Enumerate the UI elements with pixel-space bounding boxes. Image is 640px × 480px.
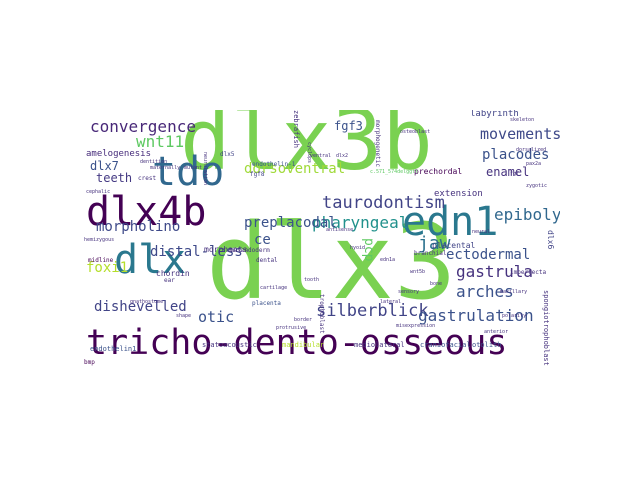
cloud-word: morpholino [96, 219, 181, 235]
cloud-word: preplacodal [244, 215, 337, 231]
cloud-word: maternally [150, 165, 181, 171]
cloud-word: fgf [510, 171, 520, 177]
cloud-word: arches [456, 282, 514, 301]
cloud-word: osteoblast [400, 129, 431, 135]
cloud-word: anterior [484, 329, 509, 335]
cloud-word: midline [88, 257, 114, 264]
cloud-word: protrusive [276, 325, 307, 331]
cloud-word: mandibular [282, 341, 325, 349]
cloud-word: enamel [486, 165, 530, 179]
cloud-word: endothelin-1 [252, 161, 296, 168]
cloud-word: gastrulation [418, 306, 534, 325]
cloud-word: cyclops [306, 142, 312, 164]
cloud-word: hemizygous [84, 237, 115, 243]
cloud-word: teeth [96, 171, 133, 185]
cloud-word: placenta [252, 300, 281, 307]
cloud-word: imperfecta [510, 269, 547, 276]
cloud-word: pcp [361, 238, 376, 262]
cloud-word: mediolateral [354, 341, 405, 349]
cloud-word: misexpression [396, 323, 436, 329]
cloud-word: wnt5b [410, 269, 426, 275]
cloud-word: endothelin1 [90, 345, 137, 353]
cloud-word: dlx6 [546, 230, 555, 250]
cloud-word: neurulation [202, 152, 208, 186]
cloud-word: dlx5 [220, 151, 235, 158]
cloud-word: polarity [502, 313, 527, 319]
cloud-word: c.571_574delggtt [370, 169, 419, 175]
cloud-word: ear [164, 277, 175, 284]
cloud-word: zygotic [526, 183, 548, 189]
cloud-word: distal-less [150, 244, 243, 260]
cloud-word: convergence [90, 117, 196, 136]
cloud-word: amelogenesis [86, 149, 152, 159]
cloud-word: dlx [114, 237, 187, 283]
cloud-word: pharyngeal [312, 213, 409, 232]
cloud-word: fgf8 [250, 171, 265, 178]
cloud-word: taurodontism [322, 193, 445, 213]
cloud-word: statoacoustic [202, 341, 257, 349]
cloud-word: wnt11 [136, 132, 185, 151]
cloud-word: spongiotrophoblast [542, 290, 550, 366]
cloud-word: ectodermal [446, 247, 531, 263]
cloud-word: craniofacial [420, 341, 471, 349]
cloud-word: neural [472, 229, 491, 235]
cloud-word: trophoblast [318, 294, 325, 334]
cloud-word: crest [138, 175, 157, 182]
cloud-word: dental [256, 257, 278, 264]
word-cloud: dlx3 dlx3b tricho-dento-osseous dlx4b edn1 td… [80, 110, 560, 370]
cloud-word: dishevelled [94, 299, 187, 315]
cloud-word: chordin [156, 269, 190, 278]
cloud-word: dorsoventral [244, 161, 346, 177]
cloud-word: gastrula [456, 262, 534, 281]
cloud-word: tooth [304, 277, 320, 283]
cloud-word: pax2a [526, 161, 542, 167]
cloud-word: skeleton [510, 117, 535, 123]
cloud-word: lateral [380, 299, 402, 305]
cloud-word: placodes [482, 147, 550, 163]
cloud-word: antisense [326, 227, 354, 233]
cloud-word: dlx7 [90, 159, 119, 173]
cloud-word: ce [254, 232, 271, 248]
cloud-word: prechordal [414, 167, 463, 176]
cloud-word: edn1a [380, 257, 396, 263]
cloud-word: dlx4b [86, 189, 207, 235]
cloud-word: morphants [204, 245, 248, 254]
cloud-word: morphogenetic [374, 120, 381, 167]
cloud-word: maxillary [500, 289, 528, 295]
cloud-word: cartilage [260, 285, 288, 291]
cloud-word: branchial [414, 250, 447, 257]
cloud-word: dlx3 [206, 201, 457, 323]
cloud-word: dlx3b [180, 110, 433, 189]
cloud-word: hyoid [350, 245, 366, 251]
cloud-word: extension [434, 189, 483, 199]
cloud-word: silberblick [316, 301, 429, 321]
cloud-word: tdo [152, 149, 225, 195]
cloud-word: dorsalized [516, 147, 547, 153]
cloud-word: movements [480, 125, 560, 143]
cloud-word: bmp [84, 359, 95, 366]
cloud-word: border [294, 317, 313, 323]
cloud-word: gnathostome [130, 299, 164, 305]
cloud-word: tricho-dento-osseous [86, 323, 508, 363]
cloud-word: shape [176, 313, 192, 319]
cloud-word: dlx2 [336, 153, 349, 159]
cloud-word: jaw [418, 233, 451, 254]
cloud-word: placental [432, 241, 476, 250]
cloud-word: mutant [184, 165, 203, 171]
cloud-word: sensory [398, 289, 420, 295]
cloud-word: foxi1 [86, 260, 129, 276]
cloud-word: dentition [140, 159, 168, 165]
cloud-word: otic [198, 308, 235, 326]
cloud-word: zebrafish [292, 110, 300, 148]
cloud-word: mesendoderm [230, 247, 270, 254]
cloud-word: epiboly [494, 205, 560, 224]
cloud-word: ventral [310, 153, 332, 159]
cloud-word: edn1 [402, 199, 499, 245]
cloud-word: bone [430, 281, 443, 287]
cloud-word: otolith [472, 341, 502, 349]
cloud-word: fgf3 [334, 119, 363, 133]
cloud-word: cephalic [86, 189, 111, 195]
cloud-word: labyrinth [470, 110, 519, 119]
